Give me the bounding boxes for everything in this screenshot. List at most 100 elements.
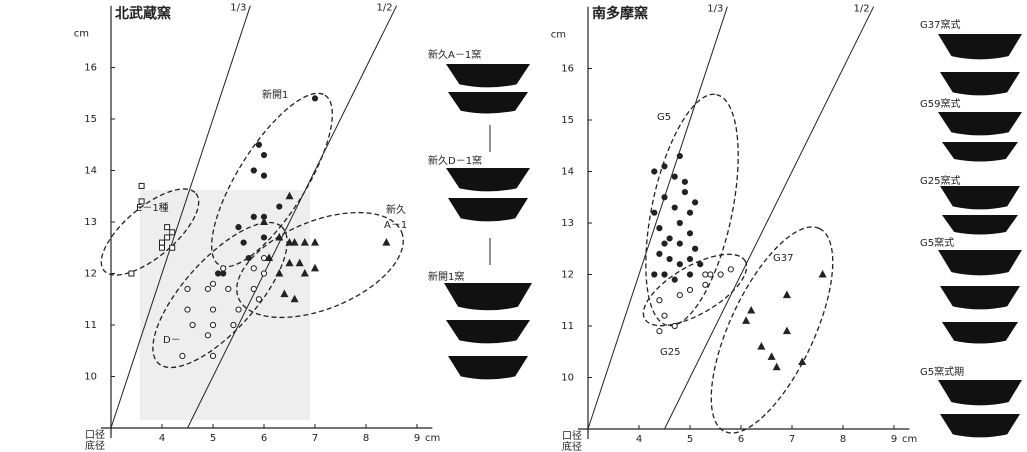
point [677, 220, 682, 225]
point [165, 225, 170, 230]
point [698, 262, 703, 267]
y-tick-label: 14 [84, 166, 97, 177]
point [662, 313, 667, 318]
cluster-label: G25 [660, 347, 680, 358]
point [687, 231, 692, 236]
y-tick-label: 12 [84, 269, 97, 280]
point [657, 251, 662, 256]
x-tick-label: 4 [636, 434, 642, 445]
y-tick-label: 15 [561, 115, 574, 126]
point [210, 281, 215, 286]
chart-title: 南多摩窯 [592, 5, 648, 22]
point [652, 169, 657, 174]
point [190, 322, 195, 327]
cluster-label: 新久 [386, 203, 406, 216]
point [241, 240, 246, 245]
vessel-label: G5窯式 [920, 236, 954, 249]
ratio-label: 1/3 [230, 3, 246, 14]
point [677, 262, 682, 267]
point [682, 179, 687, 184]
x-tick-label: 8 [363, 433, 369, 444]
y-tick-label: 13 [561, 218, 574, 229]
point [261, 173, 266, 178]
x-tick-label: 7 [789, 434, 795, 445]
y-tick-label: 15 [84, 114, 97, 125]
point [170, 245, 175, 250]
point [672, 205, 677, 210]
point [687, 210, 692, 215]
point [216, 271, 221, 276]
point [256, 297, 261, 302]
point [221, 271, 226, 276]
point [210, 353, 215, 358]
point [205, 333, 210, 338]
x-tick-label: 6 [738, 434, 744, 445]
vessel-label: G5窯式期 [920, 365, 964, 378]
y-tick-label: 11 [84, 320, 97, 331]
y-axis-label: 口径 [562, 429, 582, 442]
x-tick-label: 8 [840, 434, 846, 445]
point [277, 204, 282, 209]
point [667, 236, 672, 241]
point [652, 210, 657, 215]
y-axis-label: 口径 [85, 428, 105, 441]
x-tick-label: 4 [159, 433, 165, 444]
x-tick-label: 5 [687, 434, 693, 445]
point [251, 214, 256, 219]
point [687, 272, 692, 277]
y-tick-label: 11 [561, 321, 574, 332]
point [210, 322, 215, 327]
vessel-label: 新久D－1窯 [428, 154, 482, 167]
vessel-label: 新久A－1窯 [428, 48, 481, 61]
ratio-label: 1/2 [854, 4, 870, 15]
y-tick-label: 16 [561, 64, 574, 75]
point [693, 246, 698, 251]
point [657, 298, 662, 303]
point [708, 272, 713, 277]
point [718, 272, 723, 277]
point [312, 96, 317, 101]
x-axis-label: 底径 [85, 439, 105, 452]
point [662, 195, 667, 200]
point [210, 307, 215, 312]
point [672, 174, 677, 179]
point [180, 353, 185, 358]
point [231, 322, 236, 327]
x-tick-label: 5 [210, 433, 216, 444]
point [236, 307, 241, 312]
x-tick-label: 7 [312, 433, 318, 444]
vessel-label: 新開1窯 [428, 270, 464, 283]
x-unit: cm [902, 434, 917, 445]
point [672, 323, 677, 328]
point [703, 282, 708, 287]
cluster-label: G5 [657, 112, 671, 123]
vessel-label: G25窯式 [920, 174, 960, 187]
figure: 456789cm10111213141516cm口径底径北武蔵窯1/31/2E－… [0, 0, 1027, 452]
chart-title: 北武蔵窯 [115, 5, 171, 22]
point [667, 256, 672, 261]
point [165, 235, 170, 240]
point [261, 235, 266, 240]
point [261, 152, 266, 157]
vessel-label: G59窯式 [920, 97, 960, 110]
point [251, 286, 256, 291]
point [251, 168, 256, 173]
point [160, 240, 165, 245]
x-tick-label: 9 [414, 433, 420, 444]
point [693, 200, 698, 205]
point [139, 183, 144, 188]
point [677, 241, 682, 246]
x-unit: cm [425, 433, 440, 444]
point [160, 245, 165, 250]
point [251, 266, 256, 271]
cluster-label: G37 [773, 253, 793, 264]
cluster-label: A－1 [384, 220, 407, 231]
vessel-label: G37窯式 [920, 18, 960, 31]
cluster-label: D－ [163, 335, 181, 346]
x-axis-label: 底径 [562, 440, 582, 452]
cluster-label: E－1種 [136, 201, 169, 214]
point [687, 287, 692, 292]
point [728, 267, 733, 272]
point [677, 293, 682, 298]
y-tick-label: 10 [84, 372, 97, 383]
